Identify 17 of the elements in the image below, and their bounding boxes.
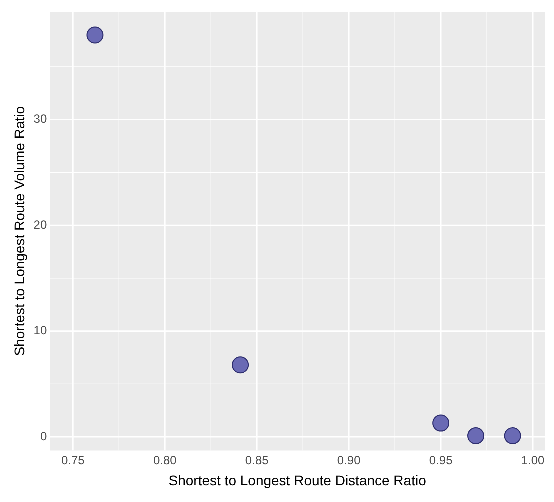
x-tick-label: 0.80 [153, 453, 178, 468]
y-tick-label: 0 [40, 429, 48, 444]
y-tick-label: 20 [34, 218, 48, 232]
x-tick-label: 1.00 [521, 453, 546, 468]
y-axis-title: Shortest to Longest Route Volume Ratio [11, 106, 28, 356]
x-tick-label: 0.90 [337, 453, 362, 468]
point [232, 356, 250, 374]
y-tick-label: 10 [34, 324, 48, 338]
x-tick-label: 0.75 [61, 453, 86, 468]
x-tick-label: 0.85 [245, 453, 270, 468]
point [504, 427, 522, 444]
point [468, 427, 485, 444]
x-axis-title: Shortest to Longest Route Distance Ratio [168, 472, 427, 488]
y-tick-label: 30 [34, 112, 48, 126]
x-tick-label: 0.95 [429, 453, 454, 468]
point [432, 414, 450, 432]
point [86, 26, 104, 44]
